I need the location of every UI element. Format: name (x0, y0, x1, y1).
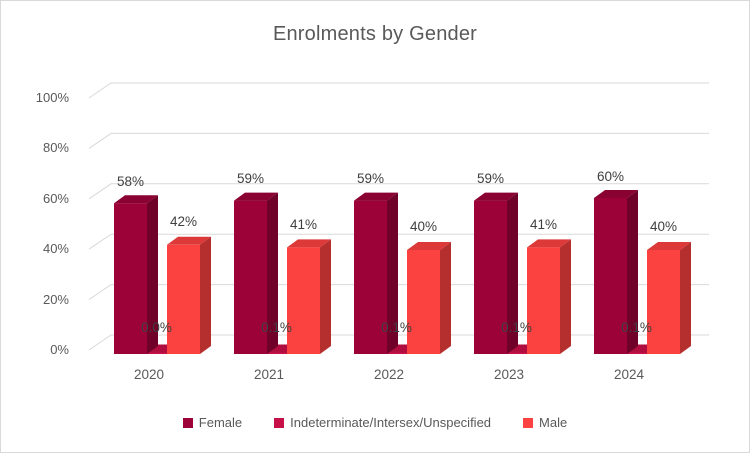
y-tick-40: 40% (42, 241, 69, 257)
bar-male-2024 (647, 242, 691, 354)
data-label-female-2023: 59% (476, 171, 505, 187)
x-tick-2023: 2023 (493, 367, 525, 382)
x-tick-2020: 2020 (133, 367, 165, 382)
bar-female-2021 (234, 192, 278, 354)
data-label-indeterminate-intersex-unspecified-2024: 0.1% (621, 319, 652, 335)
bar-male-2022 (407, 242, 451, 354)
gridline-100% (88, 82, 709, 99)
bar-male-2020 (167, 236, 211, 354)
x-tick-2022: 2022 (373, 367, 405, 382)
bar-male-2021 (287, 239, 331, 354)
data-label-indeterminate-intersex-unspecified-2020: 0.0% (141, 320, 172, 335)
gridline-80% (88, 132, 709, 149)
bar-female-2022 (354, 192, 398, 354)
legend-swatch-male (523, 418, 534, 428)
bar-female-2024 (594, 190, 638, 354)
y-tick-100: 100% (35, 90, 69, 105)
legend-swatch-female (182, 418, 193, 428)
data-label-indeterminate-intersex-unspecified-2023: 0.1% (501, 319, 532, 335)
x-tick-2021: 2021 (253, 367, 285, 382)
legend-label-indeterminate: Indeterminate/Intersex/Unspecified (290, 415, 492, 430)
legend-item-male: Male (523, 415, 567, 431)
legend-label-male: Male (539, 415, 568, 430)
chart-title: Enrolments by Gender (272, 23, 478, 45)
data-label-female-2024: 60% (596, 168, 625, 184)
bar-male-2023 (527, 239, 571, 354)
data-label-male-2021: 41% (289, 216, 318, 232)
legend-item-indeterminate: Indeterminate/Intersex/Unspecified (274, 415, 491, 431)
data-label-female-2020: 58% (116, 173, 145, 189)
legend-swatch-indeterminate (274, 418, 285, 428)
y-tick-80: 80% (42, 140, 69, 156)
x-tick-2024: 2024 (613, 367, 645, 382)
y-tick-20: 20% (42, 291, 69, 307)
y-tick-0: 0% (50, 342, 69, 357)
data-label-indeterminate-intersex-unspecified-2022: 0.1% (381, 319, 412, 335)
data-label-male-2024: 40% (649, 219, 678, 235)
data-label-male-2020: 42% (169, 214, 198, 230)
data-label-male-2022: 40% (409, 219, 438, 235)
data-label-male-2023: 41% (529, 216, 558, 232)
legend-label-female: Female (198, 415, 243, 430)
data-label-female-2021: 59% (236, 171, 265, 187)
data-label-indeterminate-intersex-unspecified-2021: 0.1% (261, 319, 292, 335)
data-label-female-2022: 59% (356, 171, 385, 187)
y-tick-60: 60% (42, 190, 69, 206)
legend-item-female: Female (182, 415, 243, 431)
legend: Female Indeterminate/Intersex/Unspecifie… (1, 415, 749, 431)
bar-female-2023 (474, 192, 518, 354)
bar-female-2020 (114, 195, 158, 354)
gridline-60% (88, 183, 709, 200)
